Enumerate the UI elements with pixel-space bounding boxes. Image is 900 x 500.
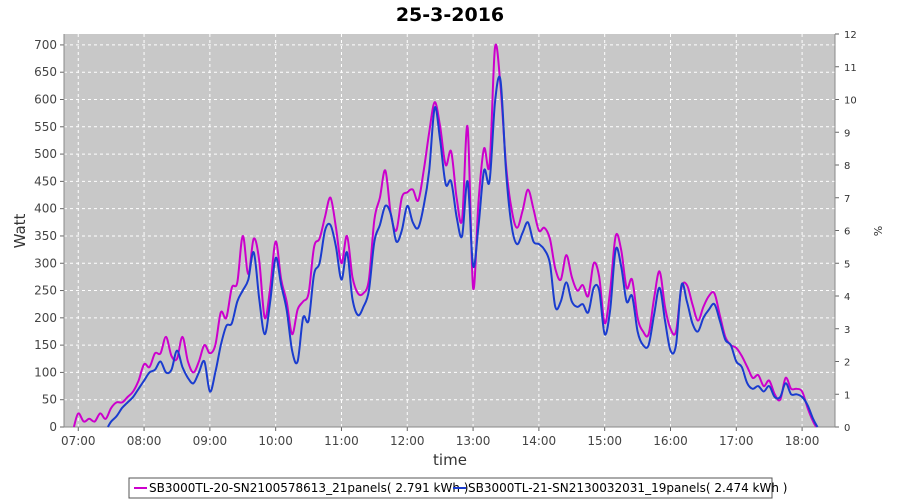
- gridlines: [64, 34, 835, 427]
- x-tick-label: 14:00: [522, 434, 557, 448]
- y-tick-label: 100: [34, 365, 57, 379]
- y-tick-label: 200: [34, 311, 57, 325]
- x-tick-label: 18:00: [785, 434, 820, 448]
- y-tick-label: 150: [34, 338, 57, 352]
- y2-tick-label: 12: [844, 30, 857, 41]
- legend: SB3000TL-20-SN2100578613_21panels( 2.791…: [128, 477, 787, 499]
- x-tick-label: 07:00: [61, 434, 96, 448]
- y-tick-label: 450: [34, 174, 57, 188]
- y-tick-label: 250: [34, 284, 57, 298]
- series-line-0: [72, 43, 818, 428]
- y-tick-label: 300: [34, 256, 57, 270]
- y-tick-label: 550: [34, 120, 57, 134]
- x-axis: 07:00 08:00 09:00 10:00 11:00 12:00 13:00 14:00…: [61, 426, 835, 448]
- y2-tick-label: 10: [844, 96, 857, 107]
- y2-tick-label: 11: [844, 63, 857, 74]
- x-tick-label: 16:00: [653, 434, 688, 448]
- legend-entry-1: SB3000TL-21-SN2130032031_19panels( 2.474…: [468, 481, 787, 495]
- y2-tick-label: 6: [844, 227, 850, 238]
- x-tick-label: 10:00: [258, 434, 293, 448]
- y2-tick-label: 8: [844, 161, 850, 172]
- y-tick-label: 650: [34, 65, 57, 79]
- y2-tick-label: 2: [844, 358, 850, 369]
- y2-tick-label: 9: [844, 128, 850, 139]
- y-tick-label: 350: [34, 229, 57, 243]
- y-tick-label: 500: [34, 147, 57, 161]
- legend-entry-0: SB3000TL-20-SN2100578613_21panels( 2.791…: [149, 481, 468, 495]
- plot-area: [64, 34, 835, 427]
- x-tick-label: 17:00: [719, 434, 754, 448]
- x-tick-label: 13:00: [456, 434, 491, 448]
- x-tick-label: 11:00: [324, 434, 359, 448]
- legend-box: [128, 477, 773, 499]
- x-tick-label: 09:00: [193, 434, 228, 448]
- x-tick-label: 15:00: [587, 434, 622, 448]
- y2-tick-label: 7: [844, 194, 850, 205]
- y-tick-label: 50: [42, 393, 57, 407]
- x-axis-label: time: [433, 451, 467, 469]
- x-tick-label: 08:00: [127, 434, 162, 448]
- y-axis-right-label: %: [871, 226, 884, 236]
- y-tick-label: 400: [34, 202, 57, 216]
- y-axis-left: 0 50 100 150 200 250 300 350 400 450 500 550 600 650 7…: [34, 34, 65, 434]
- y2-tick-label: 5: [844, 259, 850, 270]
- y2-tick-label: 1: [844, 390, 850, 401]
- y-axis-label: Watt: [11, 213, 29, 248]
- y2-tick-label: 3: [844, 325, 850, 336]
- y-tick-label: 700: [34, 38, 57, 52]
- y-tick-label: 0: [49, 420, 57, 434]
- chart-title: 25-3-2016: [396, 4, 504, 26]
- series-line-1: [107, 75, 819, 428]
- series-lines: [72, 43, 819, 428]
- y2-tick-label: 0: [844, 423, 850, 434]
- y2-tick-label: 4: [844, 292, 850, 303]
- y-tick-label: 600: [34, 93, 57, 107]
- x-tick-label: 12:00: [390, 434, 425, 448]
